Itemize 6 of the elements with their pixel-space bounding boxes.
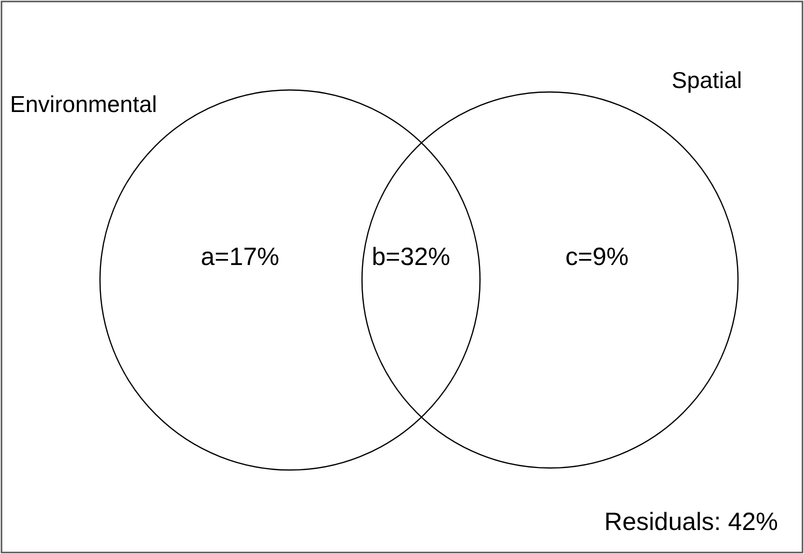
text: Environmental — [10, 91, 158, 117]
data-label: b=32% — [372, 243, 450, 271]
text: Spatial — [672, 67, 742, 93]
data-label: Residuals: 42% — [604, 508, 778, 536]
data-label: a=17% — [200, 243, 280, 271]
data-label: c=9% — [565, 243, 629, 271]
